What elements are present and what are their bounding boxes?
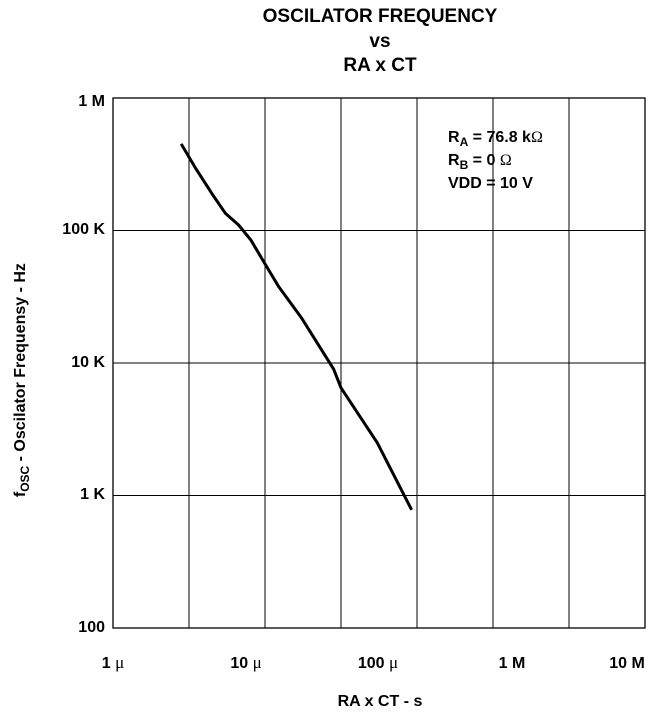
chart-title-line-2: vs xyxy=(369,31,391,52)
x-tick-label-10M: 10 M xyxy=(609,655,645,672)
x-tick-label-1u: 1 μ xyxy=(101,653,125,672)
annotation-rb: RB = 0 Ω xyxy=(448,152,512,173)
plot-frame xyxy=(112,97,646,629)
y-axis-label: fOSC - Oscilator Frequensy - Hz xyxy=(11,263,33,498)
y-tick-label-100K: 100 K xyxy=(62,221,105,238)
y-tick-label-1K: 1 K xyxy=(80,486,105,503)
chart-title-line-3: RA x CT xyxy=(343,55,417,76)
x-axis-label: RA x CT - s xyxy=(337,693,423,710)
x-tick-label-10u: 10 μ xyxy=(230,653,262,672)
chart-title-line-1: OSCILATOR FREQUENCY xyxy=(262,6,498,27)
annotation-vdd: VDD = 10 V xyxy=(448,175,533,192)
y-tick-label-10K: 10 K xyxy=(71,354,105,371)
y-tick-label-1M: 1 M xyxy=(78,93,105,110)
series-line-0 xyxy=(179,143,413,511)
x-tick-label-1M: 1 M xyxy=(498,655,526,672)
annotation-ra: RA = 76.8 kΩ xyxy=(448,129,543,150)
y-tick-label-100: 100 xyxy=(78,619,105,636)
x-tick-label-100u: 100 μ xyxy=(357,653,399,672)
